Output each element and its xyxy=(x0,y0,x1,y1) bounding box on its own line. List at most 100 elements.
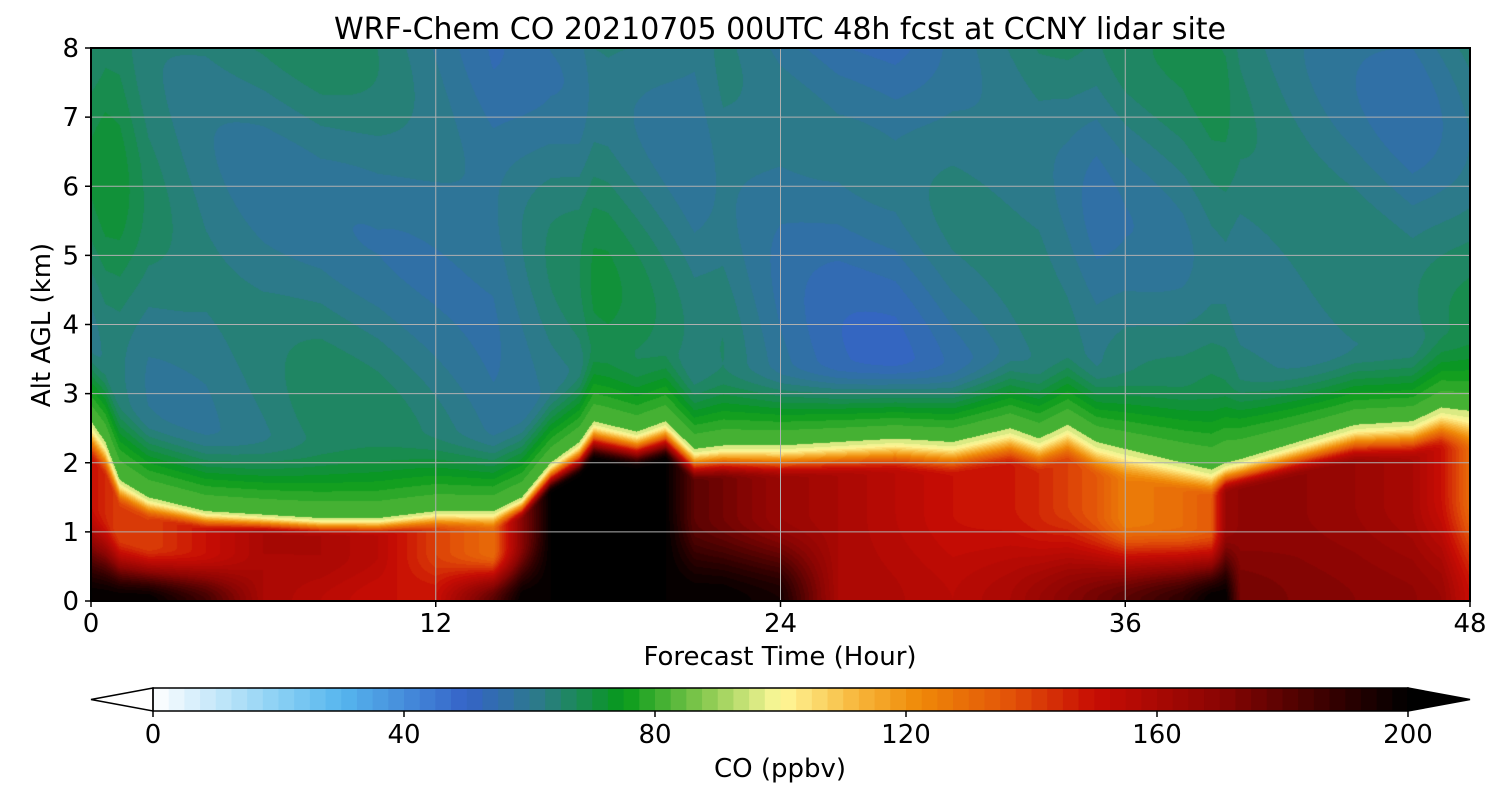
colorbar-segment xyxy=(953,688,970,711)
colorbar-segment xyxy=(1376,688,1393,711)
y-tick-label: 7 xyxy=(62,103,79,133)
colorbar-segment xyxy=(1094,688,1111,711)
colorbar-segment xyxy=(968,688,986,711)
colorbar-segment xyxy=(811,688,829,711)
x-tick-label: 0 xyxy=(83,609,100,639)
colorbar-segment xyxy=(796,688,813,711)
colorbar-label: CO (ppbv) xyxy=(714,754,846,784)
y-tick-label: 8 xyxy=(62,34,79,64)
y-tick-label: 4 xyxy=(62,311,79,341)
colorbar-segment xyxy=(294,688,311,711)
colorbar-segment xyxy=(906,688,923,711)
colorbar-segment xyxy=(843,688,860,711)
colorbar-segment xyxy=(749,688,766,711)
colorbar-segment xyxy=(1000,688,1017,711)
colorbar-segment xyxy=(262,688,280,711)
colorbar-segment xyxy=(231,688,248,711)
colorbar-segment xyxy=(623,688,640,711)
colorbar-tick-label: 0 xyxy=(145,720,162,750)
colorbar-segment xyxy=(545,688,562,711)
y-tick-label: 0 xyxy=(62,587,79,617)
colorbar-segment xyxy=(858,688,876,711)
x-axis: 0 12 24 36 48 xyxy=(83,601,1487,639)
colorbar-segment xyxy=(1172,688,1189,711)
colorbar-segment xyxy=(451,688,468,711)
y-tick-label: 1 xyxy=(62,518,79,548)
colorbar-segment xyxy=(435,688,452,711)
colorbar-segment xyxy=(874,688,891,711)
colorbar-segment xyxy=(1251,688,1268,711)
x-axis-label: Forecast Time (Hour) xyxy=(643,642,916,672)
colorbar-segment xyxy=(482,688,499,711)
colorbar-segment xyxy=(1298,688,1315,711)
colorbar-segment xyxy=(733,688,750,711)
colorbar-extend-high xyxy=(1407,687,1471,712)
colorbar-segment xyxy=(1392,688,1409,711)
colorbar-segment xyxy=(827,688,844,711)
colorbar-segment xyxy=(702,688,719,711)
colorbar-segment xyxy=(247,688,264,711)
colorbar-segment xyxy=(670,688,687,711)
x-tick-label: 36 xyxy=(1109,609,1142,639)
colorbar-tick-label: 120 xyxy=(881,720,931,750)
colorbar-segment xyxy=(200,688,217,711)
colorbar-segment xyxy=(655,688,672,711)
colorbar-ticks: 0 40 80 120 160 200 xyxy=(145,711,1433,750)
colorbar-extend-low xyxy=(90,687,154,712)
y-axis: 0 1 2 3 4 5 6 7 8 xyxy=(62,34,91,617)
colorbar-segment xyxy=(921,688,938,711)
colorbar-segment xyxy=(1266,688,1284,711)
colorbar-segment xyxy=(325,688,342,711)
colorbar-segment xyxy=(1235,688,1252,711)
plot-area: 0 12 24 36 48 0 12 3 4 5 6 7 8 xyxy=(62,34,1486,639)
colorbar-segment xyxy=(560,688,578,711)
y-tick-label: 3 xyxy=(62,380,79,410)
colorbar-segment xyxy=(1219,688,1237,711)
colorbar-segment xyxy=(1141,688,1158,711)
colorbar-segment xyxy=(168,688,185,711)
y-axis-label: Alt AGL (km) xyxy=(27,243,57,407)
colorbar-segment xyxy=(1157,688,1174,711)
y-tick-label: 5 xyxy=(62,241,79,271)
colorbar-segment xyxy=(466,688,484,711)
colorbar-segment xyxy=(1125,688,1142,711)
colorbar-segment xyxy=(1204,688,1221,711)
colorbar-segment xyxy=(1345,688,1362,711)
colorbar-segment xyxy=(1109,688,1127,711)
chart-title: WRF-Chem CO 20210705 00UTC 48h fcst at C… xyxy=(334,12,1226,47)
colorbar-segment xyxy=(1031,688,1048,711)
colorbar-segments xyxy=(153,688,1409,711)
x-tick-label: 24 xyxy=(764,609,797,639)
colorbar-segment xyxy=(1313,688,1331,711)
colorbar-segment xyxy=(356,688,374,711)
colorbar-segment xyxy=(153,688,170,711)
colorbar-segment xyxy=(576,688,593,711)
colorbar-segment xyxy=(309,688,327,711)
colorbar-segment xyxy=(498,688,515,711)
colorbar-segment xyxy=(1078,688,1095,711)
x-tick-label: 48 xyxy=(1453,609,1486,639)
colorbar-segment xyxy=(513,688,531,711)
colorbar-segment xyxy=(1360,688,1378,711)
colorbar-frame xyxy=(152,687,1409,712)
x-tick-label: 12 xyxy=(419,609,452,639)
colorbar-segment xyxy=(404,688,421,711)
colorbar-segment xyxy=(1188,688,1205,711)
colorbar-tick-label: 200 xyxy=(1383,720,1433,750)
colorbar-segment xyxy=(1015,688,1033,711)
colorbar-tick-label: 160 xyxy=(1132,720,1182,750)
colorbar-segment xyxy=(372,688,389,711)
colorbar-segment xyxy=(639,688,656,711)
y-tick-label: 6 xyxy=(62,172,79,202)
colorbar-segment xyxy=(278,688,295,711)
colorbar-segment xyxy=(341,688,358,711)
colorbar-segment xyxy=(717,688,735,711)
colorbar-segment xyxy=(1329,688,1346,711)
colorbar-segment xyxy=(686,688,703,711)
colorbar-segment xyxy=(890,688,907,711)
colorbar-segment xyxy=(419,688,436,711)
colorbar-segment xyxy=(529,688,546,711)
colorbar-segment xyxy=(388,688,405,711)
colorbar-segment xyxy=(937,688,954,711)
